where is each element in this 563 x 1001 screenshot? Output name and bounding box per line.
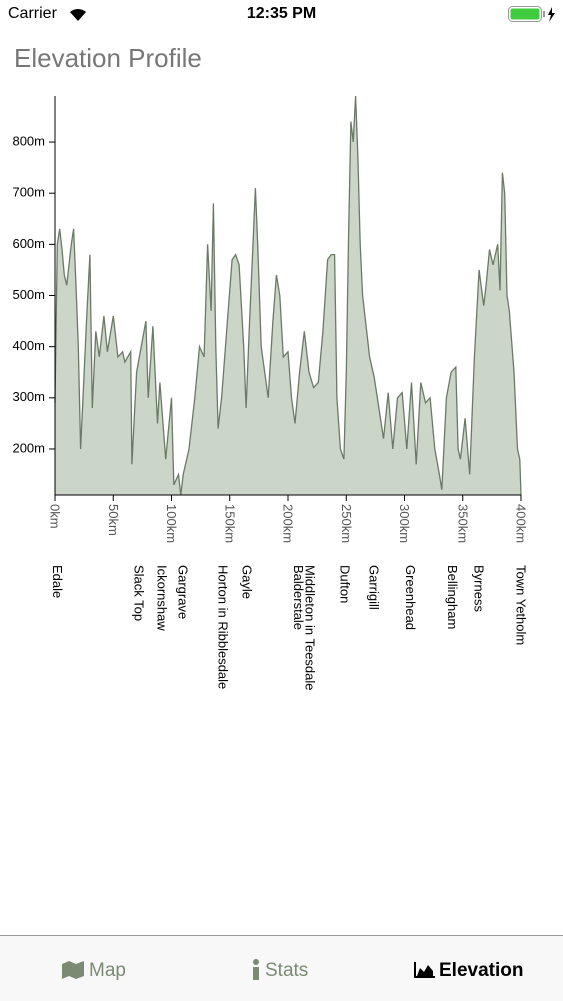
battery-icon bbox=[508, 6, 555, 22]
x-tick-label: 250km bbox=[339, 504, 354, 543]
waypoint-label: Balderstale bbox=[291, 565, 306, 630]
waypoint-label: Gayle bbox=[240, 565, 255, 599]
carrier: Carrier bbox=[8, 5, 57, 22]
elevation-line bbox=[54, 95, 522, 496]
x-tick-label: 300km bbox=[397, 504, 412, 543]
tab-elevation[interactable]: Elevation bbox=[439, 960, 524, 981]
waypoint-label: Town Yetholm bbox=[514, 565, 529, 645]
waypoint-label: Byrness bbox=[472, 565, 487, 612]
y-tick-label: 700m bbox=[12, 185, 45, 200]
x-tick-label: 100km bbox=[164, 504, 179, 543]
page-title: Elevation Profile bbox=[14, 43, 202, 73]
waypoint-label: Bellingham bbox=[445, 565, 460, 629]
x-tick-label: 0km bbox=[48, 504, 63, 529]
y-tick-label: 800m bbox=[12, 133, 45, 148]
waypoint-label: Gargrave bbox=[176, 565, 191, 619]
waypoint-label: Greenhead bbox=[403, 565, 418, 630]
y-tick-label: 200m bbox=[12, 440, 45, 455]
clock: 12:35 PM bbox=[246, 5, 317, 22]
waypoint-label: Ickornshaw bbox=[155, 565, 170, 631]
x-tick-label: 350km bbox=[455, 504, 470, 543]
x-tick-label: 50km bbox=[106, 504, 121, 536]
status-bar: Carrier 12:35 PM bbox=[0, 0, 563, 30]
wifi-icon bbox=[70, 8, 86, 21]
chart-icon bbox=[414, 962, 435, 978]
x-tick-label: 200km bbox=[281, 504, 296, 543]
tab-map[interactable]: Map bbox=[89, 960, 126, 981]
x-tick-label: 150km bbox=[222, 504, 237, 543]
waypoint-label: Slack Top bbox=[131, 565, 146, 621]
map-icon bbox=[62, 961, 84, 979]
y-tick-label: 500m bbox=[12, 287, 45, 302]
waypoint-label: Edale bbox=[50, 565, 65, 598]
waypoint-label: Horton in Ribblesdale bbox=[215, 565, 230, 689]
y-tick-label: 600m bbox=[12, 236, 45, 251]
tab-stats[interactable]: Stats bbox=[265, 960, 309, 981]
elevation-area bbox=[55, 96, 521, 495]
waypoint-label: Dufton bbox=[338, 565, 353, 603]
y-tick-label: 400m bbox=[12, 338, 45, 353]
elevation-chart: 200m 300m 400m 500m 600m 700m 800m 0km 50km 100km… bbox=[12, 95, 529, 691]
tab-bar: Map Stats Elevation bbox=[0, 935, 563, 1001]
info-icon bbox=[253, 959, 259, 980]
waypoint-label: Garrigill bbox=[367, 565, 382, 610]
waypoint-label: Middleton in Teesdale bbox=[303, 565, 318, 691]
y-tick-label: 300m bbox=[12, 389, 45, 404]
x-tick-label: 400km bbox=[514, 504, 529, 543]
